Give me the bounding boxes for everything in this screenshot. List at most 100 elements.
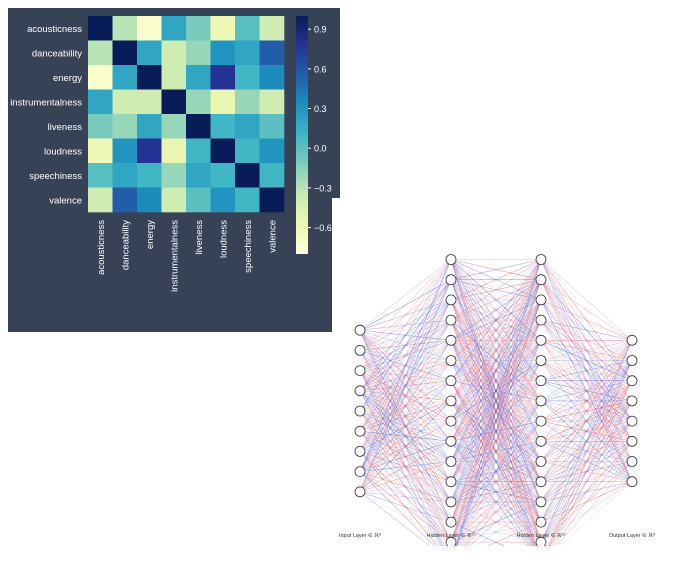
network-edge	[359, 420, 452, 493]
heatmap-cell-energy-danceability	[112, 65, 138, 90]
colorbar-tick-label: 0.6	[314, 64, 327, 74]
network-edge	[359, 481, 452, 493]
heatmap-cell-liveness-liveness	[186, 114, 211, 139]
network-node-layer-4	[626, 375, 638, 387]
heatmap-row-label: loudness	[44, 146, 82, 157]
network-edge	[359, 380, 452, 452]
network-edge	[359, 390, 443, 546]
network-edge	[450, 340, 542, 462]
network-edge	[359, 259, 452, 452]
network-edge	[450, 420, 542, 543]
network-edge	[450, 279, 542, 402]
network-edge	[540, 420, 633, 442]
network-node-layer-4	[626, 456, 638, 467]
network-edge	[450, 259, 542, 361]
heatmap-cell-instrumentalness-danceability	[112, 89, 138, 115]
network-edge	[359, 259, 452, 412]
network-edge	[359, 279, 452, 351]
network-node-layer-2	[445, 355, 457, 366]
network-edge	[450, 259, 542, 341]
network-node-layer-3	[535, 435, 547, 447]
network-edge	[359, 471, 452, 482]
network-edge	[450, 299, 542, 462]
heatmap-col-label: liveness	[194, 220, 205, 255]
network-edge	[450, 319, 542, 361]
correlation-heatmap: acousticness acousticness danceability danc…	[8, 8, 340, 332]
network-edge	[551, 420, 633, 546]
network-edge	[465, 461, 542, 546]
network-edge	[450, 481, 542, 523]
network-edge	[540, 360, 633, 402]
heatmap-col-label: loudness	[218, 220, 229, 258]
network-edge	[540, 380, 633, 503]
network-edge	[540, 319, 633, 381]
heatmap-cell-energy-loudness	[210, 65, 236, 90]
network-edge	[540, 340, 633, 422]
network-edge	[450, 279, 542, 503]
network-edge	[359, 259, 452, 432]
network-edge	[540, 340, 633, 482]
network-edge	[359, 441, 452, 472]
network-edge	[359, 380, 452, 432]
network-edge	[359, 319, 452, 331]
network-edge	[540, 340, 633, 523]
network-node-layer-3	[535, 274, 547, 286]
network-edge	[540, 400, 633, 422]
network-edge	[450, 340, 542, 422]
network-edge	[458, 380, 542, 546]
network-edge	[450, 501, 542, 523]
network-node-layer-3	[535, 516, 547, 528]
network-edge	[540, 360, 633, 523]
colorbar-tick-label: 0.0	[314, 144, 327, 154]
heatmap-cell-speechiness-loudness	[210, 163, 236, 188]
network-edge	[540, 319, 633, 361]
network-edge	[540, 340, 633, 361]
heatmap-cell-loudness-liveness	[186, 138, 211, 164]
network-edge	[450, 279, 542, 321]
network-edge	[359, 360, 452, 472]
heatmap-cell-speechiness-valence	[259, 163, 285, 188]
network-edge	[450, 259, 542, 280]
network-edge	[540, 360, 633, 442]
heatmap-cell-loudness-instrumentalness	[161, 138, 187, 164]
network-edge	[450, 441, 542, 503]
heatmap-cell-danceability-valence	[259, 40, 285, 66]
network-node-layer-3	[535, 415, 547, 427]
network-edge	[359, 471, 452, 543]
network-edge	[540, 259, 633, 341]
heatmap-cell-valence-speechiness	[235, 187, 260, 213]
network-node-layer-1	[354, 466, 366, 478]
network-edge	[547, 340, 633, 546]
network-edge	[450, 299, 542, 381]
network-edge	[450, 319, 542, 482]
network-edge	[540, 279, 633, 341]
heatmap-cell-energy-liveness	[186, 65, 211, 90]
network-edge	[523, 542, 542, 546]
network-edge	[359, 360, 452, 392]
network-edge	[359, 350, 452, 402]
network-edge	[450, 380, 542, 543]
network-edge	[450, 279, 542, 361]
network-edge	[450, 461, 542, 523]
network-edge	[450, 299, 542, 341]
network-edge	[450, 340, 542, 422]
layer-label: Output Layer ∈ ℝ⁸	[609, 532, 655, 539]
heatmap-cell-valence-loudness	[210, 187, 236, 213]
network-edge	[540, 420, 633, 482]
network-edge	[553, 441, 633, 546]
network-node-layer-1	[354, 425, 366, 437]
network-node-layer-4	[626, 415, 638, 427]
network-edge	[540, 380, 633, 402]
network-edge	[450, 299, 542, 543]
heatmap-cell-loudness-danceability	[112, 138, 138, 164]
network-node-layer-3	[535, 395, 547, 407]
heatmap-cell-valence-instrumentalness	[161, 187, 187, 213]
network-edge	[359, 491, 452, 503]
network-edge	[540, 259, 633, 381]
network-edge	[540, 420, 633, 482]
network-edge	[450, 481, 542, 503]
heatmap-cell-instrumentalness-energy	[137, 89, 162, 115]
network-edge	[450, 279, 542, 301]
network-edge	[540, 360, 633, 503]
network-edge	[450, 259, 542, 402]
